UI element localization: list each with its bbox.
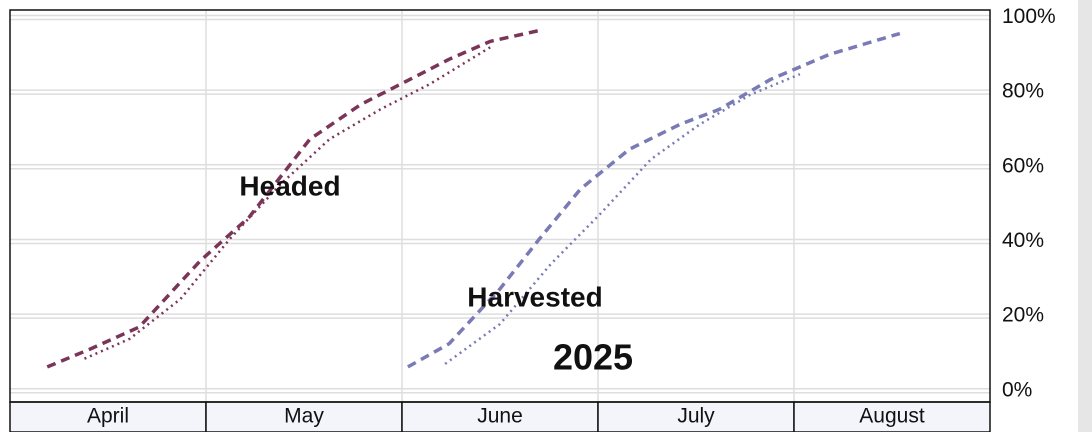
series-line: [444, 73, 801, 365]
annotation: 2025: [553, 337, 633, 378]
y-tick-label: 80%: [1002, 80, 1044, 103]
x-tick-label: May: [284, 405, 324, 428]
annotation: Headed: [239, 170, 340, 201]
plot-area: [10, 10, 990, 402]
month-cell: [205, 401, 403, 432]
x-tick-label: August: [859, 405, 925, 428]
y-tick-label: 100%: [1002, 5, 1056, 28]
y-tick-label: 20%: [1002, 304, 1044, 327]
x-tick-label: July: [677, 405, 715, 428]
series-line: [407, 31, 901, 369]
right-edge: [1078, 0, 1092, 432]
month-cell: [9, 401, 207, 432]
x-tick-label: April: [87, 405, 129, 428]
annotation: Harvested: [467, 281, 602, 312]
y-tick-label: 60%: [1002, 154, 1044, 177]
x-tick-label: June: [477, 405, 523, 428]
series-line: [46, 28, 540, 369]
y-tick-label: 40%: [1002, 229, 1044, 252]
plot-border: [9, 9, 991, 403]
y-tick-label: 0%: [1002, 378, 1032, 401]
